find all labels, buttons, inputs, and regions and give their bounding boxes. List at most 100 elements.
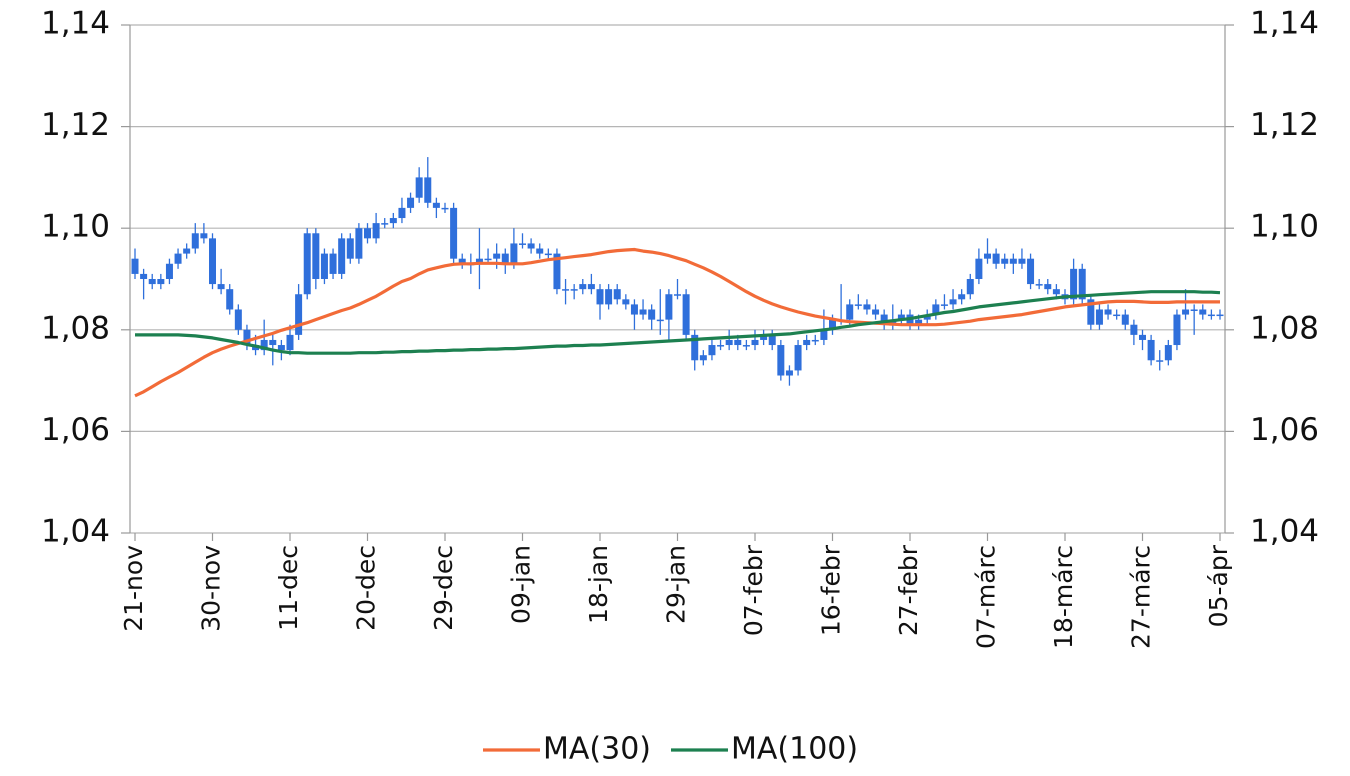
candle-body [794,345,802,371]
candle-body [613,289,621,300]
candle-body [269,339,277,346]
candle-body [725,339,733,346]
candle-body [544,253,552,256]
candle-body [415,177,423,198]
candle-body [1147,339,1155,361]
candle-body [338,238,346,274]
candle-body [260,339,268,351]
x-tick-label: 11-dec [274,545,303,631]
candle-body [364,228,371,239]
y2-tick-label: 1,10 [1250,209,1319,245]
candle-body [992,253,1000,264]
candle-body [949,299,957,305]
candle-body [1095,309,1103,325]
candle-body [234,309,242,330]
y-tick-label: 1,04 [41,514,110,550]
candle-body [1156,360,1164,362]
candle-body [501,253,509,264]
x-tick-label: 16-febr [817,544,846,636]
candle-body [484,258,492,261]
candle-body [897,314,905,320]
candle-body [596,289,604,305]
candle-body [174,253,182,264]
candle-body [717,345,725,347]
candle-body [398,207,406,219]
candle-body [1078,268,1086,300]
candle-body [742,345,750,347]
candle-body [691,334,699,361]
ma-line [135,290,1221,355]
y-tick-label: 1,10 [41,209,110,245]
candle-body [407,197,415,208]
candle-body [553,253,561,290]
candle-body [372,223,380,239]
x-tick-label: 27-márc [1127,545,1156,649]
candle-body [381,223,389,225]
x-tick-label: 29-jan [662,545,691,624]
candle-body [165,263,173,279]
legend-label: MA(30) [543,732,651,767]
candle-body [966,279,974,295]
candle-body [1164,345,1172,361]
candle-body [570,289,578,291]
candle-body [183,248,191,254]
x-tick-label: 18-márc [1049,545,1078,649]
candle-body [1216,314,1224,317]
y2-tick-label: 1,14 [1250,6,1319,42]
candle-body [811,339,819,342]
x-tick-label: 20-dec [352,545,381,631]
candle-body [1087,299,1095,325]
candle-body [1035,284,1043,286]
y2-tick-label: 1,04 [1250,514,1319,550]
candle-body [785,370,793,376]
candle-body [355,228,363,259]
candle-body [1009,258,1017,264]
candle-body [277,345,285,351]
candle-body [768,334,776,346]
candle-body [915,319,923,325]
candle-body [510,243,518,264]
candle-body [1199,309,1207,315]
y-tick-label: 1,12 [41,107,110,143]
candle-body [286,334,294,351]
ma-line [134,247,1220,398]
candle-body [630,304,638,315]
candle-body [536,248,544,254]
candle-body [1001,258,1009,264]
candle-body [157,279,165,285]
y2-tick-label: 1,08 [1250,310,1319,346]
x-tick-label: 21-nov [119,545,148,632]
candle-body [1104,309,1112,315]
candle-body [527,243,535,249]
candle-body [872,309,880,315]
candle-body [140,273,148,279]
candle-body [665,294,673,320]
candle-body [1044,284,1052,290]
candle-body [984,253,991,259]
candle-body [734,339,742,346]
candle-body [320,253,328,279]
x-tick-label: 29-dec [429,545,458,631]
candle-body [226,289,234,310]
candle-body [587,284,595,290]
candle-body [975,258,983,279]
candle-body [493,253,501,259]
candle-body [191,233,199,249]
candle-body [648,309,656,320]
candle-body [1070,268,1078,300]
candle-body [243,329,251,346]
candle-body [131,258,139,274]
candle-body [1139,334,1146,340]
candle-body [450,207,458,259]
candle-body [329,253,337,274]
candle-body [519,243,526,245]
candle-body [1027,258,1035,285]
candle-body [148,279,156,285]
candle-body [854,304,862,306]
candle-body [346,238,354,259]
x-tick-label: 18-jan [584,545,613,624]
candle-body [1121,314,1129,325]
candle-body [1207,314,1215,317]
y2-tick-label: 1,06 [1250,412,1319,448]
